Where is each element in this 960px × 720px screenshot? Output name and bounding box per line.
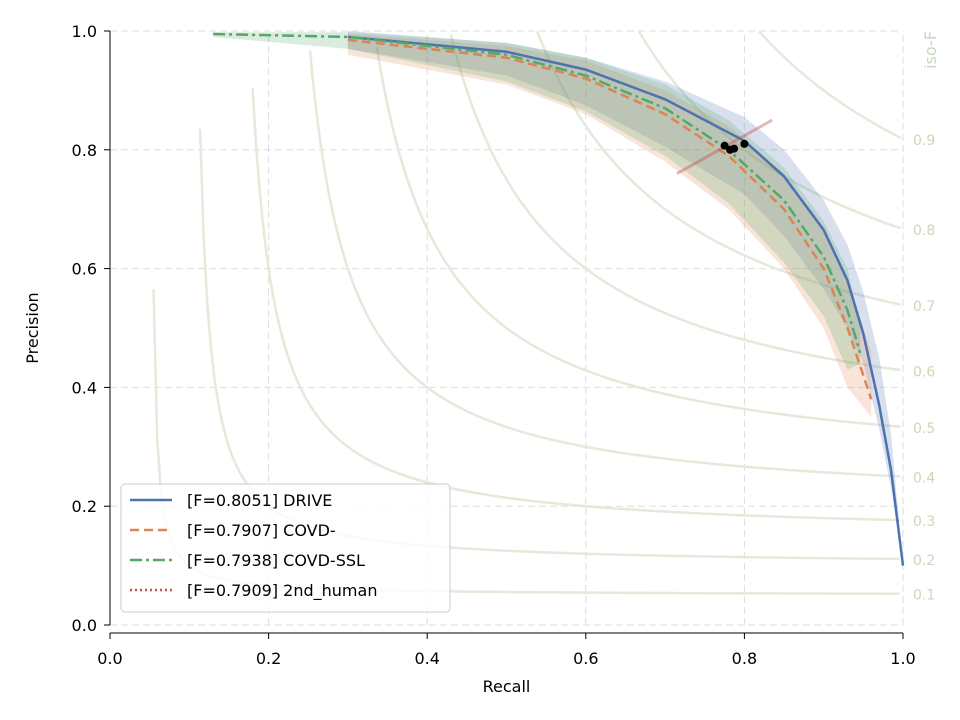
iso-f-curve — [535, 30, 901, 306]
iso-f-label: 0.4 — [913, 471, 935, 487]
iso-f-curve — [375, 46, 901, 429]
human-point — [720, 141, 729, 150]
y-tick-label: 0.2 — [72, 497, 97, 516]
legend-label: [F=0.8051] DRIVE — [187, 491, 332, 510]
x-tick-label: 0.8 — [732, 649, 757, 668]
iso-f-curve — [308, 50, 900, 478]
x-tick-label: 0.2 — [256, 649, 281, 668]
confidence-band — [213, 32, 861, 370]
y-tick-label: 0.6 — [72, 260, 97, 279]
x-tick-label: 0.6 — [573, 649, 598, 668]
iso-f-label: 0.3 — [913, 514, 935, 530]
series-line — [347, 35, 905, 566]
iso-f-label: 0.8 — [913, 223, 935, 239]
confidence-band — [347, 33, 872, 418]
legend-label: [F=0.7909] 2nd_human — [187, 581, 377, 601]
iso-f-label: 0.9 — [913, 133, 935, 149]
iso-f-label: 0.7 — [913, 299, 935, 315]
iso-f-curve — [449, 33, 901, 372]
y-axis-label: Precision — [23, 292, 42, 363]
iso-f-curve — [637, 30, 902, 230]
human-point — [730, 144, 739, 153]
iso-f-label: 0.2 — [913, 553, 935, 569]
x-axis-label: Recall — [483, 677, 531, 696]
iso-f-label: 0.5 — [913, 421, 935, 437]
x-tick-label: 1.0 — [890, 649, 915, 668]
human-point — [740, 139, 749, 148]
iso-f-curve — [758, 30, 902, 140]
iso-f-label: 0.6 — [913, 364, 935, 380]
iso-f-axis-label: iso-F — [921, 31, 940, 69]
legend: [F=0.8051] DRIVE [F=0.7907] COVD- [F=0.793… — [120, 483, 451, 613]
confidence-band — [347, 31, 903, 566]
series-line — [213, 32, 862, 354]
series-line — [347, 38, 873, 400]
y-tick-label: 0.0 — [72, 616, 97, 635]
iso-f-curve — [251, 88, 900, 522]
x-tick-label: 0.4 — [414, 649, 439, 668]
y-tick-label: 0.4 — [72, 378, 97, 397]
y-tick-label: 0.8 — [72, 141, 97, 160]
iso-f-label: 0.1 — [913, 588, 935, 604]
legend-label: [F=0.7938] COVD-SSL — [187, 551, 365, 570]
legend-label: [F=0.7907] COVD- — [187, 521, 336, 540]
y-tick-label: 1.0 — [72, 22, 97, 41]
x-tick-label: 0.0 — [97, 649, 122, 668]
